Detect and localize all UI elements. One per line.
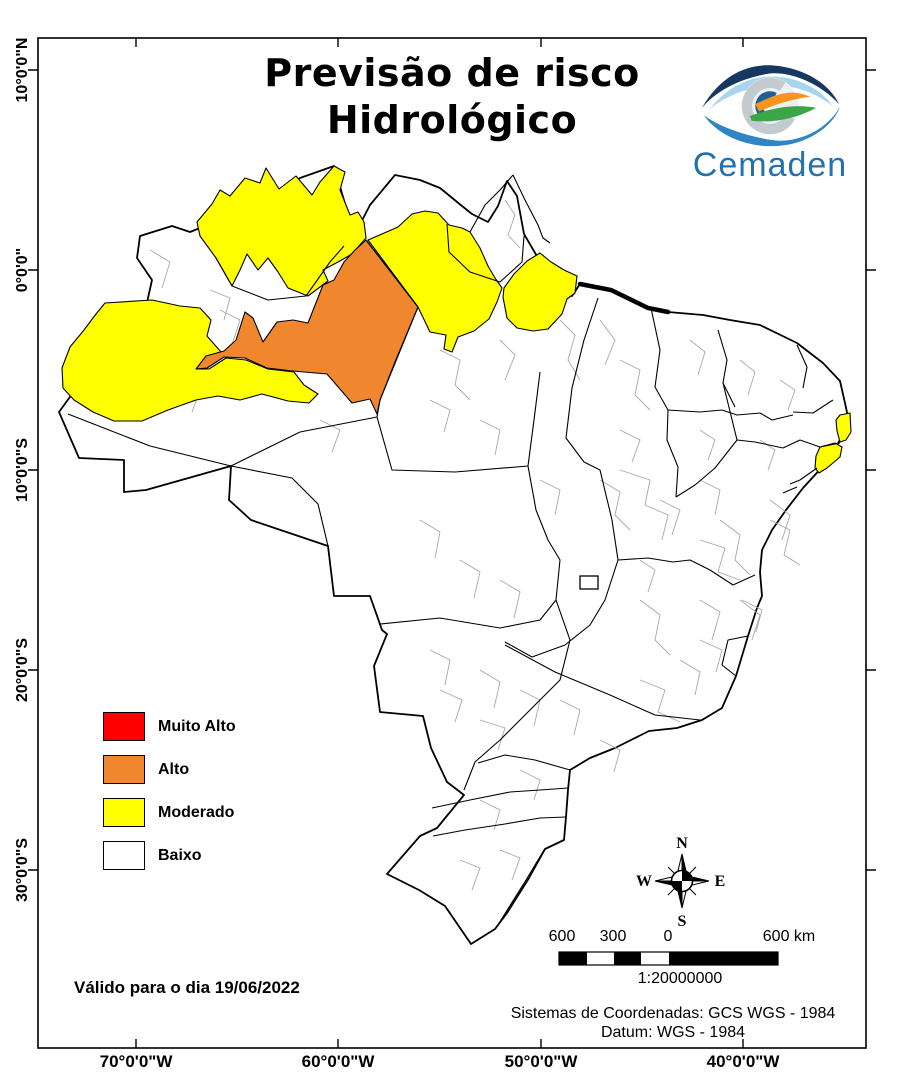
page-title-line1: Previsão de risco	[264, 51, 640, 95]
thick-coastline	[577, 281, 671, 315]
legend-label-muito-alto: Muito Alto	[158, 718, 236, 735]
state-borders	[67, 174, 841, 929]
map-frame	[37, 37, 867, 1049]
scale-label-0: 0	[663, 928, 673, 945]
lon-label-50w: 50°0'0"W	[504, 1052, 578, 1071]
legend-swatch-baixo	[103, 841, 145, 870]
legend-swatch-moderado	[103, 798, 145, 827]
risk-regions	[61, 165, 852, 474]
scale-label-600-left: 600	[548, 928, 576, 945]
compass-rose-icon: N S W E	[636, 835, 726, 930]
axis-ticks	[28, 38, 876, 1048]
page-title: Previsão de risco Hidrológico	[38, 50, 866, 144]
legend-swatch-alto	[103, 755, 145, 784]
risk-region-moderado-foz-amazonas	[502, 252, 578, 332]
lat-label-20s: 20°0'0"S	[14, 637, 31, 703]
coordinate-system-text: Sistemas de Coordenadas: GCS WGS - 1984	[510, 1005, 836, 1022]
lat-label-10s: 10°0'0"S	[14, 437, 31, 503]
lat-label-30s: 30°0'0"S	[14, 837, 31, 903]
distrito-federal-outline	[579, 575, 599, 590]
lat-label-0: 0°0'0"	[14, 247, 31, 293]
scale-label-600km: 600 km	[762, 928, 816, 945]
risk-region-moderado-noroeste-para	[367, 210, 503, 353]
risk-region-moderado-oeste-amazonas	[61, 299, 319, 422]
page-title-line2: Hidrológico	[326, 98, 578, 142]
compass-north-label: N	[676, 835, 688, 852]
legend-label-alto: Alto	[158, 761, 190, 778]
risk-region-alto-centro-amazonas	[195, 239, 419, 415]
lon-label-70w: 70°0'0"W	[99, 1052, 173, 1071]
legend-label-baixo: Baixo	[158, 847, 202, 864]
cemaden-eye-icon	[701, 65, 840, 147]
risk-region-moderado-litoral-norte	[835, 412, 852, 443]
scale-bar	[558, 951, 779, 966]
municipal-borders	[149, 199, 801, 891]
cemaden-wordmark: Cemaden	[692, 146, 848, 184]
risk-region-moderado-litoral-sul	[814, 442, 843, 474]
lon-label-40w: 40°0'0"W	[706, 1052, 780, 1071]
scale-ratio-text: 1:20000000	[637, 970, 723, 987]
risk-region-moderado-roraima	[196, 165, 367, 297]
compass-south-label: S	[678, 913, 687, 930]
scale-label-300: 300	[599, 928, 627, 945]
compass-west-label: W	[636, 873, 652, 890]
datum-text: Datum: WGS - 1984	[600, 1024, 746, 1041]
lon-label-60w: 60°0'0"W	[301, 1052, 375, 1071]
lat-label-10n: 10°0'0"N	[14, 37, 31, 103]
validity-date-text: Válido para o dia 19/06/2022	[74, 978, 300, 997]
legend-swatch-muito-alto	[103, 712, 145, 741]
cemaden-logo: Cemaden	[678, 58, 862, 184]
legend-label-moderado: Moderado	[158, 804, 235, 821]
compass-east-label: E	[715, 873, 726, 890]
